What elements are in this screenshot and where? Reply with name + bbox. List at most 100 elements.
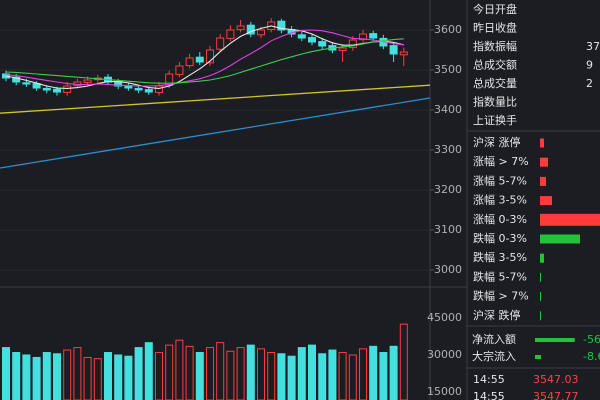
candle-body — [53, 88, 61, 93]
candle-body — [185, 57, 194, 67]
stat-value: 2 — [586, 77, 593, 90]
distribution-bar — [540, 253, 544, 263]
volume-bar — [32, 356, 41, 400]
candle-body — [236, 25, 245, 31]
tick-price: 3547.03 — [533, 373, 579, 386]
candle-body — [216, 37, 225, 50]
distribution-bar — [540, 272, 541, 282]
candle-body — [399, 51, 408, 56]
volume-bar — [399, 323, 408, 400]
distribution-label: 涨幅 > 7% — [473, 155, 529, 168]
volume-bar — [287, 355, 296, 400]
flow-bar — [535, 338, 575, 342]
distribution-label: 涨幅 3-5% — [473, 194, 527, 207]
stat-label: 总成交量 — [473, 76, 517, 90]
y-tick-label: 30000 — [427, 348, 462, 361]
distribution-bar — [540, 292, 541, 302]
distribution-label: 沪深 跌停 — [473, 308, 521, 322]
moving-average — [5, 25, 404, 89]
tick-time: 14:55 — [473, 390, 505, 400]
volume-bar — [379, 352, 388, 400]
volume-bar — [389, 345, 398, 400]
volume-bar — [338, 352, 347, 400]
distribution-bar — [540, 234, 580, 244]
volume-bar — [195, 352, 204, 400]
volume-bar — [124, 355, 133, 400]
moving-average — [5, 29, 404, 87]
candle-body — [175, 65, 184, 75]
candle-body — [63, 85, 72, 93]
stat-label: 今日开盘 — [473, 2, 517, 16]
candle-body — [389, 45, 398, 55]
trend-line — [0, 84, 431, 114]
y-tick-label: 3200 — [434, 183, 462, 196]
volume-bar — [155, 352, 163, 400]
distribution-bar — [540, 196, 552, 206]
volume-bar — [2, 347, 10, 400]
volume-bar — [93, 358, 102, 400]
volume-bar — [73, 347, 82, 400]
y-tick-label: 3100 — [434, 223, 462, 236]
distribution-label: 跌幅 > 7% — [473, 289, 529, 303]
distribution-label: 沪深 涨停 — [473, 135, 521, 149]
candle-body — [155, 85, 163, 93]
volume-bar — [22, 354, 31, 400]
candle-body — [359, 33, 367, 41]
volume-bar — [175, 339, 184, 400]
stat-label: 指数量比 — [473, 95, 517, 109]
volume-bar — [359, 348, 367, 400]
volume-bar — [144, 342, 153, 400]
volume-bar — [328, 349, 337, 400]
volume-bar — [104, 352, 112, 400]
candle-body — [42, 87, 51, 91]
candle-body — [369, 33, 378, 39]
distribution-bar — [540, 157, 548, 167]
distribution-label: 涨幅 0-3% — [473, 213, 527, 226]
volume-bar — [185, 345, 194, 400]
stat-value: 9 — [586, 59, 593, 72]
volume-bar — [236, 347, 245, 400]
candle-body — [246, 24, 255, 35]
volume-bar — [369, 345, 378, 400]
volume-bar — [134, 347, 143, 400]
distribution-label: 跌幅 5-7% — [473, 269, 527, 283]
volume-bar — [226, 350, 235, 400]
candle-body — [12, 76, 21, 83]
volume-bar — [216, 342, 225, 400]
tick-time: 14:55 — [473, 373, 505, 386]
y-tick-label: 3000 — [434, 263, 462, 276]
candle-body — [348, 39, 357, 49]
distribution-label: 跌幅 3-5% — [473, 250, 527, 264]
volume-bar — [42, 352, 51, 400]
y-tick-label: 3500 — [434, 63, 462, 76]
candle-body — [83, 79, 92, 83]
flow-bar — [535, 355, 542, 359]
candle-body — [144, 89, 153, 93]
volume-bar — [267, 352, 276, 400]
candle-body — [165, 73, 174, 86]
stat-label: 总成交额 — [473, 58, 517, 72]
stat-value: 37. — [586, 40, 600, 53]
candle-body — [134, 87, 143, 91]
y-tick-label: 45000 — [427, 311, 462, 324]
volume-bar — [297, 347, 306, 400]
tick-price: 3547.77 — [533, 390, 579, 400]
volume-bar — [206, 347, 214, 400]
volume-bar — [318, 353, 327, 400]
y-tick-label: 15000 — [427, 385, 462, 398]
volume-bar — [63, 349, 72, 400]
volume-bar — [114, 354, 123, 400]
volume-bar — [257, 348, 265, 400]
candle-body — [22, 82, 31, 85]
candle-body — [226, 29, 235, 39]
candle-body — [277, 20, 286, 31]
flow-value: -56.7 — [583, 333, 600, 346]
flow-label: 大宗流入 — [472, 349, 516, 363]
volume-bar — [277, 353, 286, 400]
stat-label: 上证换手 — [473, 113, 517, 127]
y-tick-label: 3300 — [434, 143, 462, 156]
trend-line — [0, 97, 431, 169]
volume-bar — [348, 354, 357, 400]
y-tick-label: 3600 — [434, 23, 462, 36]
